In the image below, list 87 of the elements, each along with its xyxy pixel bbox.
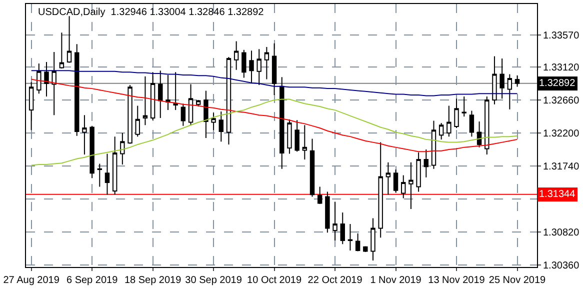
candlestick: [393, 169, 398, 193]
y-tick-label: 1.32660: [543, 96, 580, 107]
candlestick: [446, 105, 452, 138]
candlestick: [484, 96, 490, 155]
candlestick: [310, 138, 315, 198]
candlestick: [476, 121, 482, 148]
x-tick-label: 30 Sep 2019: [185, 275, 242, 286]
candlestick: [363, 246, 368, 252]
candlestick: [59, 32, 64, 69]
x-tick-label: 13 Nov 2019: [428, 275, 486, 286]
candlestick: [128, 84, 132, 144]
y-tick-label: 1.31740: [543, 161, 580, 172]
candlestick: [280, 76, 284, 170]
y-tick-label: 1.30820: [543, 227, 580, 238]
candlestick: [264, 46, 270, 80]
candlestick: [317, 186, 322, 204]
x-tick-label: 10 Oct 2019: [247, 275, 302, 286]
x-tick-label: 1 Nov 2019: [370, 275, 422, 286]
candlestick: [211, 112, 216, 131]
candlestick: [348, 224, 353, 252]
x-tick-label: 27 Aug 2019: [3, 275, 60, 286]
x-tick-label: 25 Nov 2019: [488, 275, 546, 286]
candlestick: [180, 103, 186, 126]
candlestick: [74, 44, 80, 136]
ref-line-label: 1.32892: [539, 78, 576, 89]
candlestick: [431, 120, 436, 170]
candlestick: [332, 201, 338, 241]
candlestick: [135, 105, 140, 138]
candlestick: [104, 153, 110, 196]
chart-title: USDCAD,Daily 1.32946 1.33004 1.32846 1.32892: [38, 7, 264, 18]
candlestick: [204, 90, 208, 139]
candlestick: [386, 162, 391, 196]
candlestick: [44, 62, 49, 97]
candlestick: [66, 16, 72, 64]
candlestick: [438, 122, 444, 140]
candlestick: [242, 49, 246, 78]
candlestick: [166, 74, 170, 111]
candlestick: [249, 50, 254, 84]
y-tick-label: 1.33120: [543, 62, 580, 74]
candlestick: [112, 136, 118, 196]
candlestick: [97, 163, 102, 188]
candlestick: [424, 148, 428, 178]
x-tick-label: 18 Sep 2019: [124, 275, 182, 286]
line-series: [30, 98, 518, 166]
candlestick: [36, 62, 42, 94]
candlestick: [370, 218, 376, 262]
candlestick: [52, 52, 56, 116]
candlestick: [90, 125, 94, 179]
candlestick: [355, 232, 360, 252]
candlestick: [340, 212, 345, 245]
candlestick: [142, 76, 148, 126]
candlestick: [173, 72, 178, 111]
candlestick: [82, 114, 87, 155]
candlestick: [234, 40, 239, 70]
candlestick: [150, 72, 156, 121]
candlestick: [469, 110, 474, 138]
line-series: [30, 70, 518, 96]
candlestick: [188, 84, 194, 126]
candlestick: [302, 124, 308, 160]
candlestick: [401, 174, 406, 199]
line-series: [30, 78, 518, 152]
candlestick: [287, 118, 292, 154]
candlestick: [408, 162, 414, 210]
candlestick: [514, 74, 520, 88]
candlestick: [416, 152, 421, 192]
candlestick: [272, 42, 277, 96]
x-tick-label: 22 Oct 2019: [308, 275, 363, 286]
y-tick-label: 1.33570: [543, 30, 580, 42]
candlestick: [462, 96, 466, 118]
ref-line-label: 1.31344: [539, 189, 576, 200]
x-tick-label: 6 Sep 2019: [66, 275, 118, 286]
candlestick: [196, 100, 201, 107]
y-tick-label: 1.30360: [543, 260, 580, 272]
candlestick: [120, 132, 125, 166]
candlestick: [294, 120, 300, 152]
candlestick: [507, 74, 512, 110]
candlestick: [454, 98, 459, 128]
candlestick: [325, 191, 330, 234]
candlestick: [218, 110, 224, 142]
candlestick: [226, 56, 232, 145]
candlestick: [500, 58, 504, 100]
y-tick-label: 1.32200: [543, 128, 580, 140]
candlestick: [492, 56, 497, 105]
candlestick: [256, 48, 262, 86]
candlestick: [378, 142, 383, 238]
candlestick: [158, 70, 163, 118]
candlestick: [28, 82, 34, 131]
